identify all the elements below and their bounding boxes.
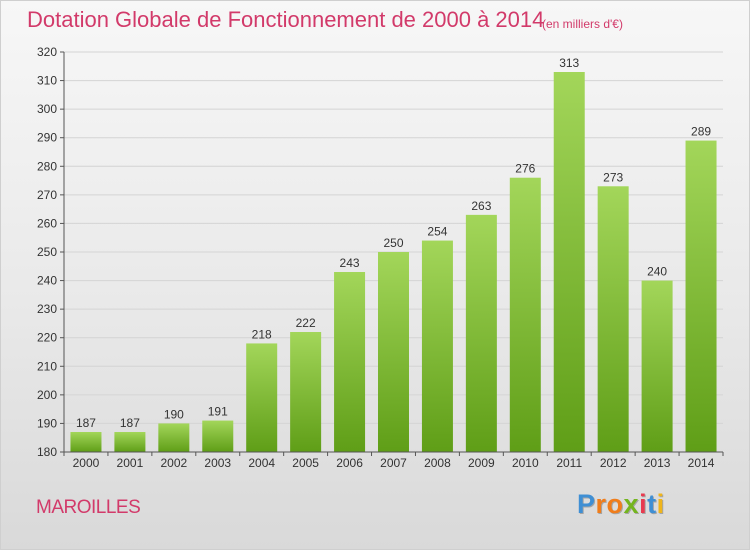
logo-letter: o <box>606 489 624 519</box>
x-tick-label: 2009 <box>468 456 495 470</box>
x-tick-label: 2014 <box>688 456 715 470</box>
y-tick-label: 210 <box>37 359 57 373</box>
logo-letter: i <box>639 489 648 519</box>
x-tick-label: 2003 <box>204 456 231 470</box>
y-tick-label: 270 <box>37 188 57 202</box>
logo-letter: t <box>647 489 657 519</box>
bar-value-label: 289 <box>691 125 711 139</box>
proxiti-logo: Proxiti <box>577 489 665 520</box>
chart-title: Dotation Globale de Fonctionnement de 20… <box>27 7 545 32</box>
y-tick-label: 220 <box>37 331 57 345</box>
bar <box>378 252 409 452</box>
bar <box>246 343 278 452</box>
bar-value-label: 273 <box>603 170 623 184</box>
x-tick-label: 2007 <box>380 456 407 470</box>
bar-value-label: 240 <box>647 265 667 279</box>
x-tick-label: 2008 <box>424 456 451 470</box>
x-tick-label: 2001 <box>117 456 144 470</box>
y-tick-label: 190 <box>37 416 57 430</box>
x-tick-label: 2004 <box>248 456 275 470</box>
bar <box>465 214 497 452</box>
y-tick-label: 320 <box>37 45 57 59</box>
y-tick-label: 180 <box>37 445 57 459</box>
logo-letter: x <box>623 489 640 519</box>
bar <box>641 280 673 452</box>
bar-value-label: 191 <box>208 405 228 419</box>
y-tick-label: 280 <box>37 159 57 173</box>
bar <box>158 423 190 452</box>
bar <box>70 432 102 452</box>
bar-value-label: 218 <box>252 327 272 341</box>
bar-value-label: 190 <box>164 407 184 421</box>
y-tick-label: 260 <box>37 216 57 230</box>
bar <box>421 240 453 452</box>
y-tick-label: 310 <box>37 74 57 88</box>
bar <box>597 186 629 453</box>
place-name: MAROILLES <box>36 497 141 518</box>
y-tick-label: 240 <box>37 274 57 288</box>
bar <box>334 272 366 452</box>
bar-value-label: 222 <box>296 316 316 330</box>
bar <box>114 432 146 452</box>
x-tick-label: 2005 <box>292 456 319 470</box>
bar-value-label: 187 <box>120 416 140 430</box>
bar <box>202 420 234 452</box>
logo-letter: r <box>595 489 607 519</box>
x-tick-label: 2011 <box>556 456 582 470</box>
bar-value-label: 250 <box>383 236 403 250</box>
bar-value-label: 313 <box>559 56 579 70</box>
y-tick-label: 300 <box>37 102 57 116</box>
bar-value-label: 243 <box>340 256 360 270</box>
logo-letter: P <box>577 489 596 519</box>
y-tick-label: 230 <box>37 302 57 316</box>
x-tick-label: 2013 <box>644 456 671 470</box>
chart-subtitle: (en milliers d'€) <box>542 17 623 31</box>
bar <box>290 332 322 452</box>
y-tick-label: 250 <box>37 245 57 259</box>
x-tick-label: 2012 <box>600 456 627 470</box>
bar <box>553 72 585 452</box>
bar-value-label: 254 <box>427 225 447 239</box>
y-tick-label: 290 <box>37 131 57 145</box>
y-tick-label: 200 <box>37 388 57 402</box>
x-tick-label: 2006 <box>336 456 363 470</box>
logo-letter: i <box>656 489 665 519</box>
x-tick-label: 2000 <box>73 456 100 470</box>
bar-value-label: 263 <box>471 199 491 213</box>
bar <box>509 177 541 452</box>
x-tick-label: 2002 <box>160 456 187 470</box>
bar-value-label: 187 <box>76 416 96 430</box>
x-tick-label: 2010 <box>512 456 539 470</box>
bar-value-label: 276 <box>515 162 535 176</box>
bar <box>685 140 717 453</box>
